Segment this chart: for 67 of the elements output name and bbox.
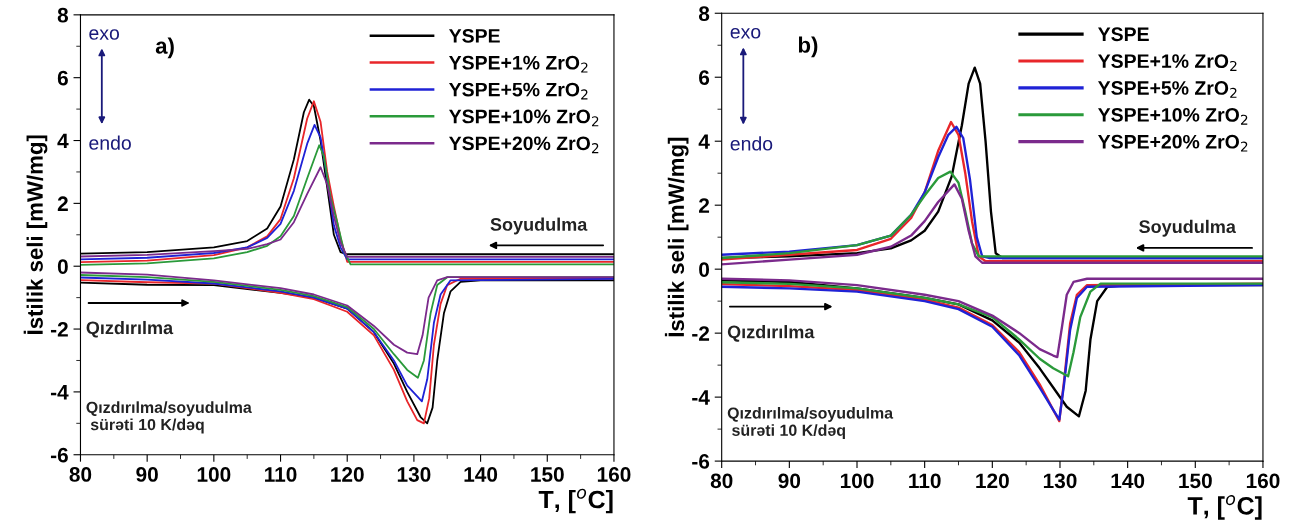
y-axis-title: İstilik seli [mW/mg]: [664, 137, 689, 337]
annotation: endo: [89, 135, 131, 150]
legend-label: YSPE+10% ZrO$_{2}$: [1098, 107, 1248, 125]
annotation: Qızdırılma: [727, 325, 815, 342]
y-tick-label: 8: [57, 7, 69, 23]
line-series: [80, 276, 614, 403]
x-tick-label: 90: [778, 473, 801, 489]
x-tick-label: 100: [197, 467, 231, 482]
x-tick-label: 160: [1246, 473, 1280, 489]
legend-label: YSPE+20% ZrO$_{2}$: [449, 136, 599, 154]
annotation: Qızdırılma/soyudulma sürəti 10 K/dəq: [86, 401, 252, 434]
legend-label: YSPE: [449, 28, 500, 43]
x-axis-title: T, [$^{o}$C]: [538, 488, 613, 514]
x-tick-label: 140: [1111, 473, 1145, 489]
annotation: exo: [89, 29, 120, 40]
annotation: endo: [730, 136, 773, 151]
x-tick-label: 80: [710, 473, 733, 489]
legend-label: YSPE: [1098, 27, 1149, 42]
x-axis-title: T, [$^{o}$C]: [1187, 495, 1262, 520]
line-series: [721, 170, 1263, 260]
line-series: [721, 281, 1263, 378]
line-series: [80, 271, 614, 356]
x-tick-label: 110: [265, 467, 297, 482]
annotation: a): [155, 37, 174, 59]
x-tick-label: 140: [464, 467, 498, 482]
x-tick-label: 130: [1043, 473, 1077, 489]
x-tick-label: 160: [597, 467, 631, 482]
legend-label: YSPE+1% ZrO$_{2}$: [1098, 54, 1237, 71]
x-tick-label: 90: [136, 467, 158, 482]
line-series: [80, 166, 614, 258]
legend-label: YSPE+5% ZrO$_{2}$: [449, 82, 588, 100]
x-tick-label: 150: [531, 467, 564, 482]
y-tick-label: 0: [57, 259, 68, 274]
y-tick-label: 4: [698, 134, 710, 149]
y-tick-label: 2: [699, 198, 710, 213]
y-tick-label: 6: [699, 70, 710, 85]
y-tick-label: 8: [698, 6, 710, 21]
y-tick-label: 2: [57, 196, 68, 211]
x-tick-label: 130: [397, 467, 431, 482]
legend-label: YSPE+1% ZrO$_{2}$: [449, 55, 588, 73]
line-series: [721, 277, 1263, 359]
x-tick-label: 150: [1179, 473, 1212, 489]
y-tick-label: 4: [57, 133, 69, 149]
y-tick-label: -6: [692, 454, 710, 469]
x-tick-label: 100: [840, 473, 874, 489]
y-axis-title: İstilik seli [mW/mg]: [23, 135, 48, 334]
y-tick-label: -4: [692, 390, 710, 405]
x-tick-label: 120: [976, 473, 1009, 489]
line-series: [721, 183, 1263, 266]
y-tick-label: -2: [692, 326, 710, 341]
y-tick-label: -6: [50, 447, 68, 463]
annotation: Qızdırılma: [86, 320, 174, 338]
y-tick-label: -4: [50, 385, 69, 400]
annotation: Soyudulma: [1139, 219, 1237, 237]
annotation: exo: [730, 27, 761, 39]
y-tick-label: 0: [699, 262, 710, 277]
legend-label: YSPE+20% ZrO$_{2}$: [1098, 134, 1248, 152]
legend-label: YSPE+5% ZrO$_{2}$: [1098, 81, 1237, 98]
x-tick-label: 80: [69, 467, 92, 482]
annotation: b): [798, 36, 818, 58]
legend-label: YSPE+10% ZrO$_{2}$: [449, 109, 599, 127]
annotation: Qızdırılma/soyudulma sürəti 10 K/dəq: [727, 406, 894, 440]
x-tick-label: 120: [331, 467, 364, 482]
y-tick-label: -2: [50, 322, 68, 337]
y-tick-label: 6: [57, 70, 68, 86]
annotation: Soyudulma: [490, 217, 588, 235]
x-tick-label: 110: [909, 473, 941, 489]
